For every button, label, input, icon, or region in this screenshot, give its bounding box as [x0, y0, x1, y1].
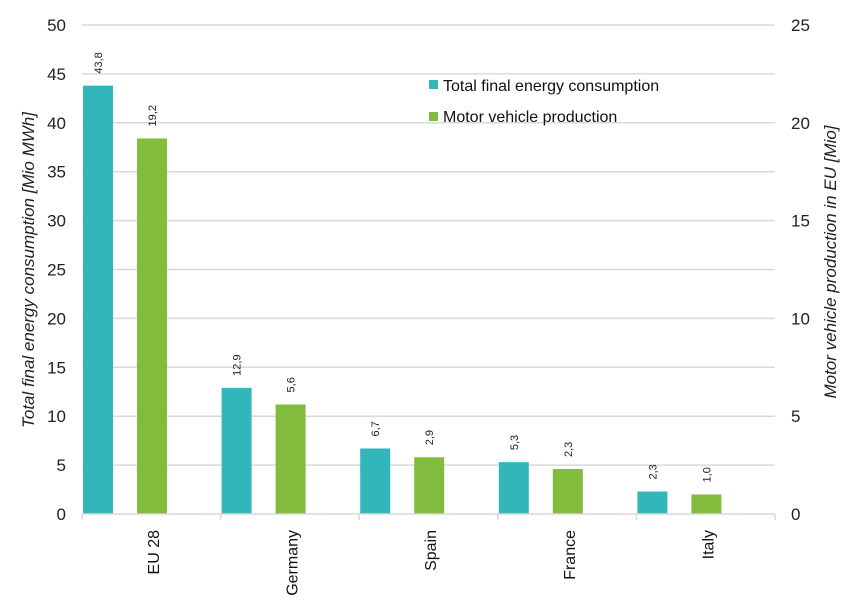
left-tick-label: 35	[47, 163, 66, 182]
bar-vehicles	[414, 457, 445, 514]
data-label: 5,6	[286, 377, 298, 392]
bar-energy	[637, 491, 668, 514]
left-tick-label: 40	[47, 114, 66, 133]
data-label: 6,7	[370, 421, 382, 436]
legend-swatch-energy	[429, 80, 438, 89]
right-tick-label: 15	[791, 212, 810, 231]
left-tick-label: 20	[47, 309, 66, 328]
legend-label-vehicles: Motor vehicle production	[443, 109, 617, 126]
bar-energy	[498, 462, 529, 514]
bar-vehicles	[552, 469, 583, 514]
right-axis-title: Motor vehicle production in EU [Mio]	[821, 124, 840, 398]
data-label: 1,0	[701, 467, 713, 482]
data-label: 2,9	[424, 430, 436, 445]
left-tick-label: 25	[47, 261, 66, 280]
bar-vehicles	[275, 404, 306, 514]
bar-energy	[360, 448, 391, 514]
bar-vehicles	[691, 494, 722, 514]
category-label: France	[562, 530, 579, 580]
category-label: EU 28	[146, 530, 163, 575]
legend-label-energy: Total final energy consumption	[443, 78, 659, 95]
gridlines	[82, 24, 775, 466]
data-label: 19,2	[147, 105, 159, 126]
category-label: Spain	[423, 530, 440, 571]
right-tick-label: 25	[791, 16, 810, 35]
category-label: Italy	[700, 530, 717, 559]
data-label: 2,3	[563, 442, 575, 457]
left-tick-label: 15	[47, 358, 66, 377]
data-labels: 43,8 19,2 12,9 5,6 6,7 2,9 5,3 2,3 2,3 1,0	[93, 52, 713, 482]
bar-energy	[221, 387, 252, 514]
bar-vehicles	[137, 138, 167, 514]
left-tick-label: 50	[47, 16, 66, 35]
bars	[83, 85, 722, 515]
axes: 0 5 10 15 20 25 30 35 40 45 50 0 5 10 15 20 25 EU 28 Germa…	[47, 16, 810, 596]
data-label: 43,8	[93, 52, 105, 73]
left-axis-title: Total final energy consumption [Mio MWh]	[19, 111, 38, 428]
bar-energy	[83, 85, 113, 515]
legend: Total final energy consumption Motor veh…	[429, 78, 659, 126]
left-tick-label: 45	[47, 65, 66, 84]
right-tick-label: 20	[791, 114, 810, 133]
right-tick-label: 5	[791, 407, 800, 426]
data-label: 12,9	[232, 354, 244, 375]
data-label: 2,3	[647, 464, 659, 479]
left-tick-label: 30	[47, 212, 66, 231]
category-label: Germany	[285, 530, 302, 596]
left-tick-label: 5	[57, 456, 66, 475]
left-tick-label: 0	[57, 505, 66, 524]
legend-swatch-vehicles	[429, 112, 438, 121]
data-label: 5,3	[509, 435, 521, 450]
right-tick-label: 10	[791, 309, 810, 328]
right-tick-label: 0	[791, 505, 800, 524]
left-tick-label: 10	[47, 407, 66, 426]
